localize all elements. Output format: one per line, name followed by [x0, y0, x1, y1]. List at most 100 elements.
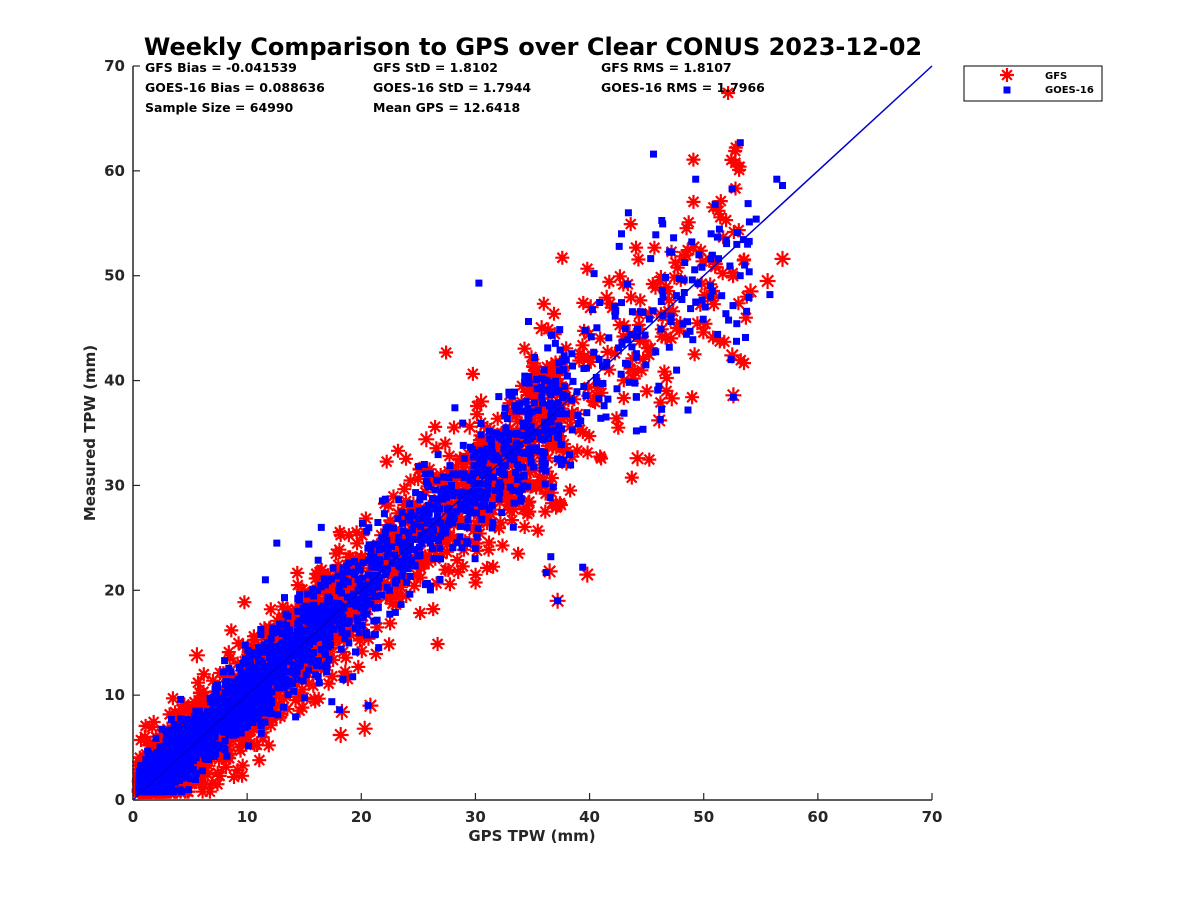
gfs-point — [636, 352, 651, 366]
goes16-point — [707, 293, 714, 301]
gfs-point — [593, 449, 608, 464]
goes16-point — [279, 672, 287, 680]
gfs-point — [301, 676, 316, 691]
goes16-point — [154, 770, 162, 777]
goes16-point — [539, 436, 547, 443]
goes16-point — [261, 718, 269, 726]
y-tick-label: 60 — [104, 162, 125, 180]
goes16-point — [715, 255, 722, 263]
goes16-point — [153, 749, 160, 757]
goes16-point — [512, 448, 520, 456]
goes16-point — [523, 422, 531, 430]
goes16-point — [659, 293, 667, 300]
goes16-point — [358, 622, 366, 630]
gfs-point — [222, 651, 237, 666]
goes16-point — [157, 788, 164, 796]
goes16-point — [315, 679, 323, 687]
x-tick-label: 10 — [237, 808, 258, 826]
goes16-point — [285, 657, 293, 665]
goes16-point — [473, 469, 481, 477]
goes16-point — [388, 543, 395, 551]
goes16-point — [475, 279, 483, 287]
goes16-point — [245, 701, 253, 709]
gfs-point — [513, 450, 528, 464]
goes16-point — [554, 399, 562, 407]
goes16-point — [563, 372, 571, 380]
goes16-point — [383, 583, 391, 591]
gfs-point — [461, 481, 476, 496]
goes16-point — [162, 762, 170, 770]
goes16-point — [148, 755, 156, 763]
goes16-point — [419, 515, 427, 522]
goes16-point — [581, 326, 589, 334]
x-axis-ticks: 0 10 20 30 40 50 60 70 — [128, 793, 942, 826]
gfs-point — [719, 213, 734, 228]
goes16-point — [352, 596, 360, 604]
goes16-point — [163, 731, 171, 739]
gfs-point — [227, 770, 241, 784]
goes16-point — [244, 742, 252, 750]
gfs-point — [263, 602, 278, 617]
goes16-point — [172, 750, 180, 757]
goes16-point — [479, 471, 487, 479]
goes16-point — [533, 385, 541, 393]
goes16-point — [579, 563, 587, 571]
gfs-point — [639, 384, 654, 399]
goes16-point — [382, 568, 390, 576]
goes16-point — [271, 673, 279, 681]
goes16-point — [580, 365, 588, 372]
gfs-point — [183, 776, 198, 791]
gfs-point — [694, 276, 709, 291]
goes16-point — [183, 749, 190, 757]
gfs-point — [521, 495, 536, 510]
gfs-point — [737, 356, 751, 371]
goes16-point — [161, 788, 169, 796]
goes16-point — [546, 494, 554, 502]
gfs-point — [177, 697, 192, 712]
goes16-point — [547, 553, 555, 561]
stat-mean-gps: Mean GPS = 12.6418 — [373, 100, 520, 115]
gfs-point — [598, 289, 615, 306]
goes16-point — [463, 538, 471, 546]
goes16-point — [483, 445, 491, 453]
goes16-point — [139, 777, 147, 784]
gfs-point — [661, 284, 676, 299]
gfs-point — [306, 678, 321, 693]
goes16-point — [326, 625, 333, 633]
goes16-point — [372, 583, 380, 591]
goes16-point — [264, 645, 272, 653]
goes16-point — [252, 687, 260, 695]
goes16-point — [666, 248, 674, 256]
goes16-point — [605, 334, 613, 342]
gfs-point — [517, 520, 532, 534]
goes16-point — [238, 669, 246, 677]
goes16-point — [596, 299, 604, 306]
goes16-point — [305, 666, 312, 674]
goes16-point — [692, 298, 700, 306]
goes16-point — [449, 491, 457, 499]
gfs-point — [338, 664, 353, 679]
goes16-point — [688, 276, 696, 284]
gfs-point — [514, 433, 529, 448]
gfs-point — [624, 370, 641, 387]
goes16-point — [631, 379, 639, 387]
goes16-point — [446, 512, 454, 520]
goes16-point — [424, 501, 432, 509]
gfs-point — [579, 566, 596, 583]
goes16-point — [339, 675, 347, 683]
gfs-point — [711, 203, 726, 218]
goes16-point — [359, 582, 367, 590]
goes16-point — [166, 749, 173, 757]
goes16-point — [726, 262, 734, 270]
goes16-point — [414, 552, 422, 560]
goes16-point — [374, 573, 382, 581]
goes16-point — [148, 782, 156, 790]
gfs-point — [259, 628, 274, 643]
goes16-point — [267, 710, 275, 718]
goes16-point — [741, 261, 749, 269]
goes16-point — [302, 671, 310, 679]
gfs-point — [379, 454, 394, 469]
goes16-point — [321, 643, 329, 651]
goes16-point — [563, 410, 570, 418]
goes16-point — [201, 748, 209, 756]
